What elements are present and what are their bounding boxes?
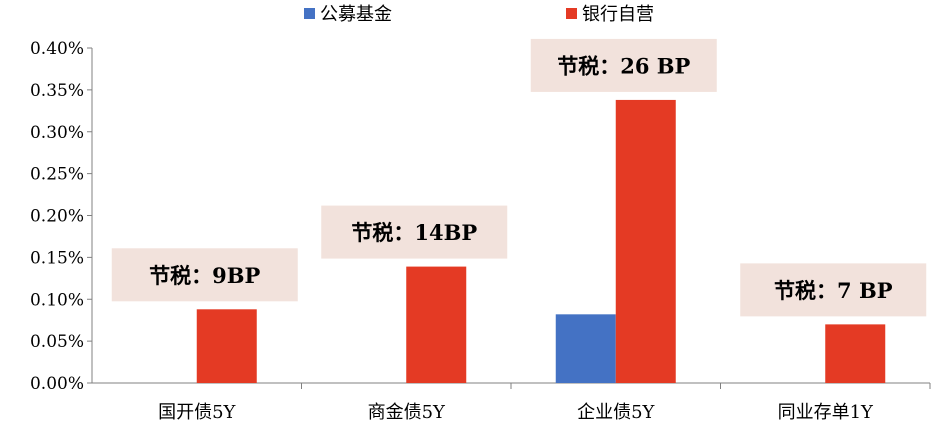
annotation-label: 节税：26 BP <box>557 53 690 78</box>
annotation-box <box>740 263 927 317</box>
x-tick-label: 国开债5Y <box>158 402 236 423</box>
x-axis: 国开债5Y 商金债5Y 企业债5Y 同业存单1Y <box>92 382 931 423</box>
annotation-label: 节税：9BP <box>149 263 260 288</box>
annotation-box <box>111 248 298 302</box>
x-tick-label: 商金债5Y <box>368 402 446 423</box>
annotation-label: 节税：14BP <box>351 220 477 245</box>
y-tick-label: 0.25% <box>30 165 84 185</box>
legend-label: 公募基金 <box>320 4 392 25</box>
legend-swatch <box>304 8 315 19</box>
y-tick-label: 0.40% <box>30 39 84 59</box>
y-tick-label: 0.35% <box>30 81 84 101</box>
x-tick-label: 企业债5Y <box>577 402 655 423</box>
bar-银行自营 <box>196 309 257 383</box>
y-tick-label: 0.15% <box>30 248 84 268</box>
legend-label: 银行自营 <box>582 4 654 25</box>
annotation-box <box>530 38 717 92</box>
y-tick-label: 0.20% <box>30 207 84 227</box>
legend: 公募基金 银行自营 <box>304 4 654 25</box>
x-tick-label: 同业存单1Y <box>778 402 874 423</box>
bar-银行自营 <box>825 324 886 383</box>
annotations: 节税：9BP 节税：14BP 节税：26 BP 节税：7 BP <box>111 38 927 317</box>
y-tick-label: 0.05% <box>30 332 84 352</box>
y-tick-label: 0.00% <box>30 374 84 394</box>
y-tick-label: 0.10% <box>30 290 84 310</box>
bar-银行自营 <box>615 99 676 384</box>
annotation-label: 节税：7 BP <box>774 278 893 303</box>
legend-swatch <box>566 8 577 19</box>
bar-公募基金 <box>555 314 616 383</box>
annotation-box <box>321 205 508 259</box>
bar-银行自营 <box>406 266 467 383</box>
bars <box>196 99 886 384</box>
y-tick-label: 0.30% <box>30 123 84 143</box>
y-axis: 0.00% 0.05% 0.10% 0.15% 0.20% 0.25% 0.30% 0.35%… <box>30 39 93 394</box>
